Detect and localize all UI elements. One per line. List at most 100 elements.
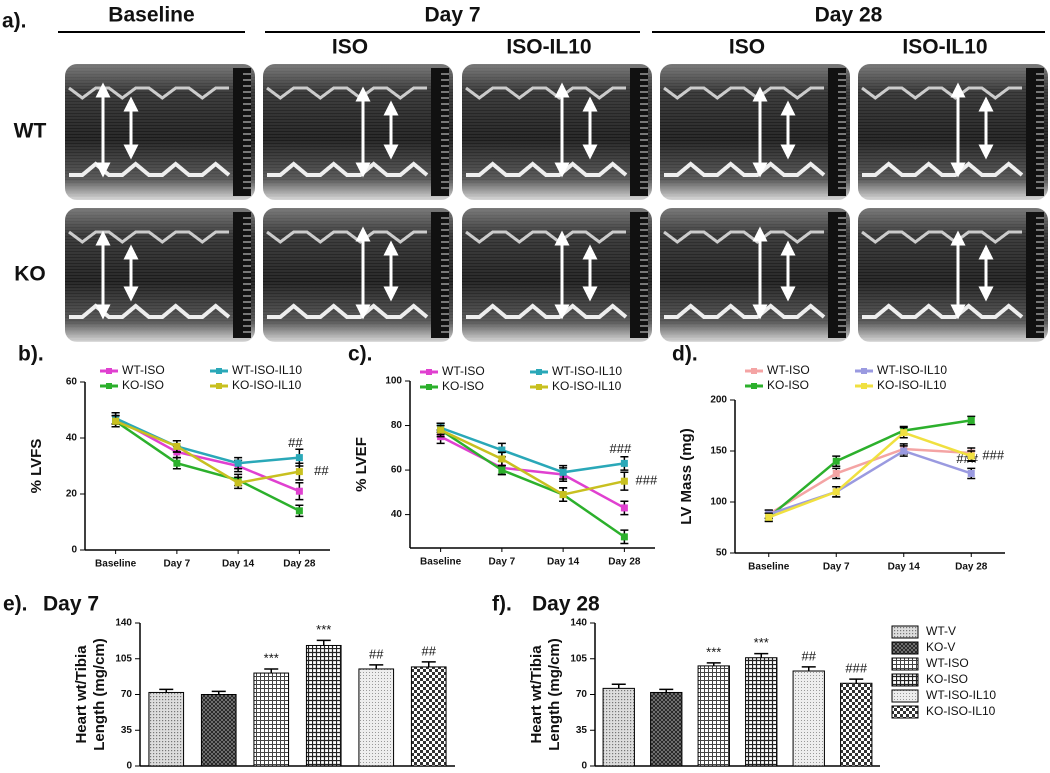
data-point (620, 459, 628, 467)
data-point (295, 487, 303, 495)
y-axis-label: Length (mg/cm) (91, 638, 108, 751)
echo-grain (462, 64, 652, 200)
echo-wall (466, 161, 628, 177)
data-point (832, 457, 840, 465)
y-tick-label: 105 (115, 653, 132, 664)
echo-grain (858, 64, 1048, 200)
echo-wall (664, 303, 826, 319)
bar (253, 672, 290, 767)
legend-swatch (891, 705, 919, 719)
annotation: ## (802, 648, 817, 663)
bar (148, 691, 185, 767)
echo-ruler (233, 68, 251, 196)
data-point (620, 477, 628, 485)
data-point (498, 466, 506, 474)
series-line (440, 426, 625, 474)
legend-marker (106, 383, 112, 389)
annotation: ### (982, 448, 1004, 463)
data-point (295, 454, 303, 462)
echo-wall (663, 230, 824, 244)
legend-label: KO-ISO-IL10 (552, 379, 622, 393)
echo-ruler (431, 212, 449, 338)
data-point (967, 469, 975, 477)
x-tick-label: Baseline (748, 562, 790, 573)
data-point (559, 491, 567, 499)
series-line (115, 417, 300, 493)
echo-ruler (630, 68, 648, 196)
echo-image (462, 208, 652, 342)
error-bar (211, 690, 226, 695)
legend-marker (751, 383, 757, 389)
echo-grain (263, 64, 453, 200)
y-tick-label: 100 (710, 497, 727, 508)
error-bar (754, 652, 769, 658)
data-point (967, 416, 975, 424)
annotation: ### (610, 441, 632, 456)
data-point (234, 459, 242, 467)
column-header: ISO (729, 36, 765, 59)
legend-marker (536, 369, 542, 375)
y-tick-label: 35 (121, 725, 133, 736)
legend-swatch (891, 689, 919, 703)
echo-wall (862, 303, 1024, 319)
legend-label: KO-ISO (926, 672, 968, 686)
y-tick-label: 0 (71, 545, 77, 556)
echo-image (858, 208, 1048, 342)
annotation: ### (636, 473, 658, 488)
legend-marker (426, 369, 432, 375)
legend-label: KO-ISO-IL10 (877, 378, 947, 392)
legend-label: KO-ISO (122, 378, 164, 392)
echo-wall (465, 230, 626, 244)
panel-label: c). (348, 343, 373, 366)
y-tick-label: 140 (570, 618, 587, 629)
row-label: KO (14, 263, 46, 286)
echo-grain (462, 208, 652, 342)
panel-label: b). (18, 343, 44, 366)
x-tick-label: Day 7 (489, 557, 516, 568)
data-point (295, 468, 303, 476)
echo-wall (663, 86, 824, 100)
y-axis-label: % LVEF (353, 437, 370, 492)
y-tick-label: 20 (66, 489, 78, 500)
series-line (768, 431, 972, 519)
x-tick-label: Day 14 (888, 562, 921, 573)
y-tick-label: 140 (115, 618, 132, 629)
data-point (173, 459, 181, 467)
column-header: ISO (332, 36, 368, 59)
data-point (900, 429, 908, 437)
annotation: ## (288, 435, 303, 450)
y-tick-label: 60 (66, 377, 78, 388)
y-tick-label: 40 (391, 509, 403, 520)
annotation: *** (264, 650, 279, 665)
legend-label: WT-ISO-IL10 (926, 688, 996, 702)
bar (745, 657, 778, 767)
echo-grain (263, 208, 453, 342)
echo-wall (267, 303, 429, 319)
error-bar (706, 662, 721, 666)
error-bar (659, 688, 674, 693)
bar (697, 665, 730, 767)
echo-grain (858, 208, 1048, 342)
legend-marker (216, 383, 222, 389)
x-tick-label: Day 28 (283, 559, 316, 570)
y-axis-label: Heart wt/Tibia (73, 645, 90, 744)
series-line (768, 449, 972, 516)
y-tick-label: 80 (391, 420, 403, 431)
echo-grain (65, 64, 255, 200)
echo-image (263, 208, 453, 342)
legend-label: WT-ISO (767, 363, 810, 377)
legend-label: WT-ISO-IL10 (232, 363, 302, 377)
legend-marker (751, 368, 757, 374)
y-tick-label: 60 (391, 465, 403, 476)
echo-wall (267, 161, 429, 177)
x-tick-label: Baseline (95, 559, 137, 570)
echo-image (263, 64, 453, 200)
data-point (295, 507, 303, 515)
echo-wall (465, 86, 626, 100)
annotation: ## (314, 463, 329, 478)
legend-label: WT-ISO (442, 364, 485, 378)
data-point (832, 469, 840, 477)
echo-ruler (233, 212, 251, 338)
panel-label: d). (672, 343, 698, 366)
legend-marker (861, 383, 867, 389)
